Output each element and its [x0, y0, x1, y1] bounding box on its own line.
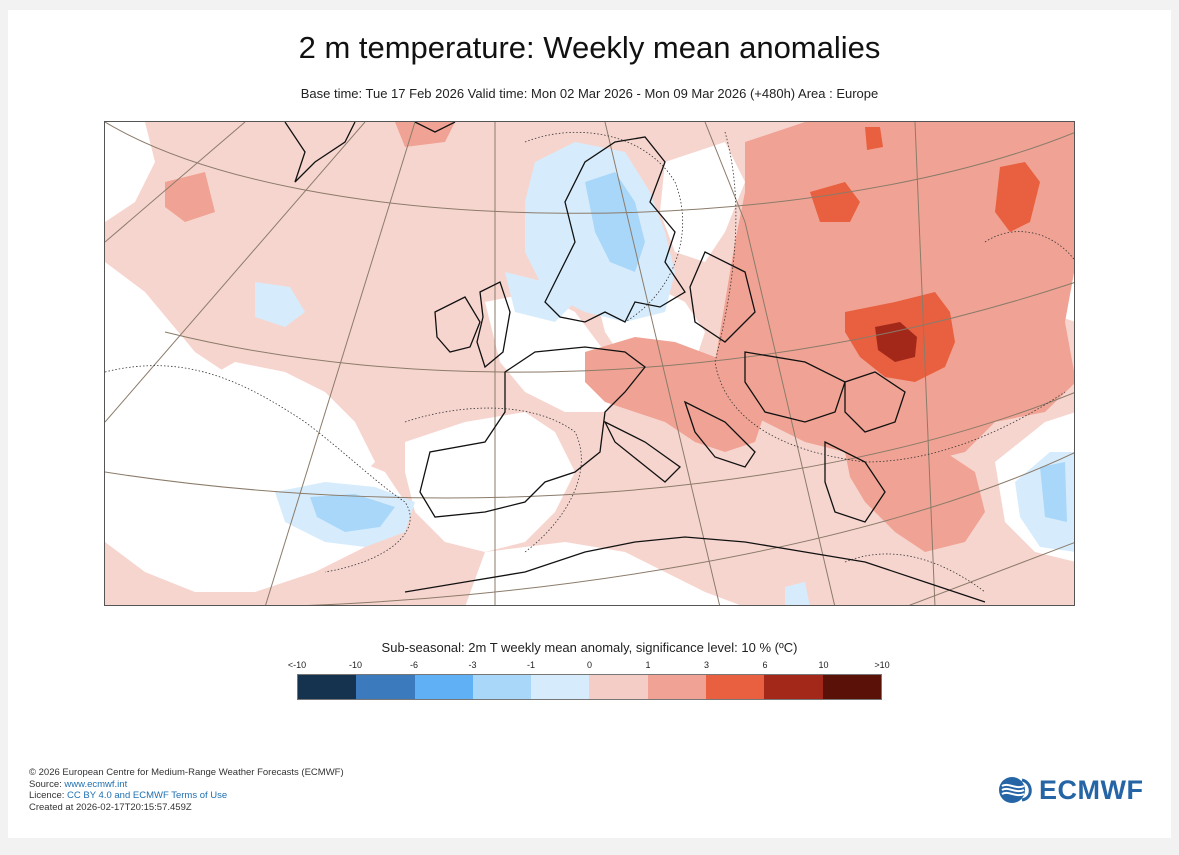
warm-anomaly-regions	[165, 122, 1074, 552]
legend-swatch	[356, 675, 415, 699]
ecmwf-logo-icon	[999, 777, 1032, 803]
moderate-cool-anomaly-regions	[310, 172, 1067, 532]
very-strong-warm-anomaly-regions	[875, 322, 917, 362]
legend-swatch	[647, 675, 707, 699]
legend-tick: 3	[703, 660, 710, 670]
graticule	[105, 122, 1074, 605]
legend-tick: 6	[762, 660, 768, 670]
legend-ticks: <-10 -10 -6 -3 -1 0 1 3 6 10 >10	[288, 660, 890, 672]
legend-swatch	[589, 675, 648, 699]
legend-tick: -3	[468, 660, 477, 670]
significance-contours	[105, 131, 1074, 593]
source-line: Source: www.ecmwf.int	[29, 779, 344, 791]
map-title: 2 m temperature: Weekly mean anomalies	[298, 30, 881, 65]
licence-link[interactable]: CC BY 4.0 and ECMWF Terms of Use	[67, 790, 228, 801]
created-timestamp: Created at 2026-02-17T20:15:57.459Z	[29, 801, 192, 813]
legend-tick: -1	[526, 660, 536, 670]
legend-swatch	[531, 675, 590, 699]
source-label: Source:	[29, 778, 62, 790]
source-link[interactable]: www.ecmwf.int	[64, 778, 128, 790]
legend-tick: 0	[586, 660, 593, 670]
ecmwf-logo-text: ECMWF	[1039, 774, 1144, 805]
legend-title: Sub-seasonal: 2m T weekly mean anomaly, …	[381, 640, 798, 655]
legend-tick: 10	[818, 660, 829, 670]
legend-tick: >10	[874, 660, 890, 670]
legend-swatch	[298, 675, 357, 699]
anomaly-map-canvas	[105, 122, 1074, 605]
legend-tick: -10	[348, 660, 363, 670]
legend-swatch	[472, 675, 532, 699]
licence-line: Licence: CC BY 4.0 and ECMWF Terms of Us…	[29, 790, 344, 802]
legend-tick: -6	[409, 660, 419, 670]
licence-label: Licence:	[29, 790, 65, 801]
legend-tick: <-10	[287, 660, 307, 670]
legend-swatch	[706, 675, 765, 699]
coastlines	[284, 122, 986, 603]
legend-swatch	[764, 675, 823, 699]
legend-colorbar	[297, 674, 882, 700]
map-subtitle: Base time: Tue 17 Feb 2026 Valid time: M…	[300, 86, 879, 101]
copyright-text: © 2026 European Centre for Medium-Range …	[29, 767, 344, 778]
footer: © 2026 European Centre for Medium-Range …	[29, 767, 344, 813]
legend-swatch	[414, 675, 473, 699]
legend-swatch	[822, 675, 881, 699]
anomaly-map	[104, 121, 1075, 606]
legend-tick: 1	[645, 660, 651, 670]
cool-anomaly-regions	[255, 142, 1074, 605]
ecmwf-logo: ECMWF	[998, 775, 1143, 805]
